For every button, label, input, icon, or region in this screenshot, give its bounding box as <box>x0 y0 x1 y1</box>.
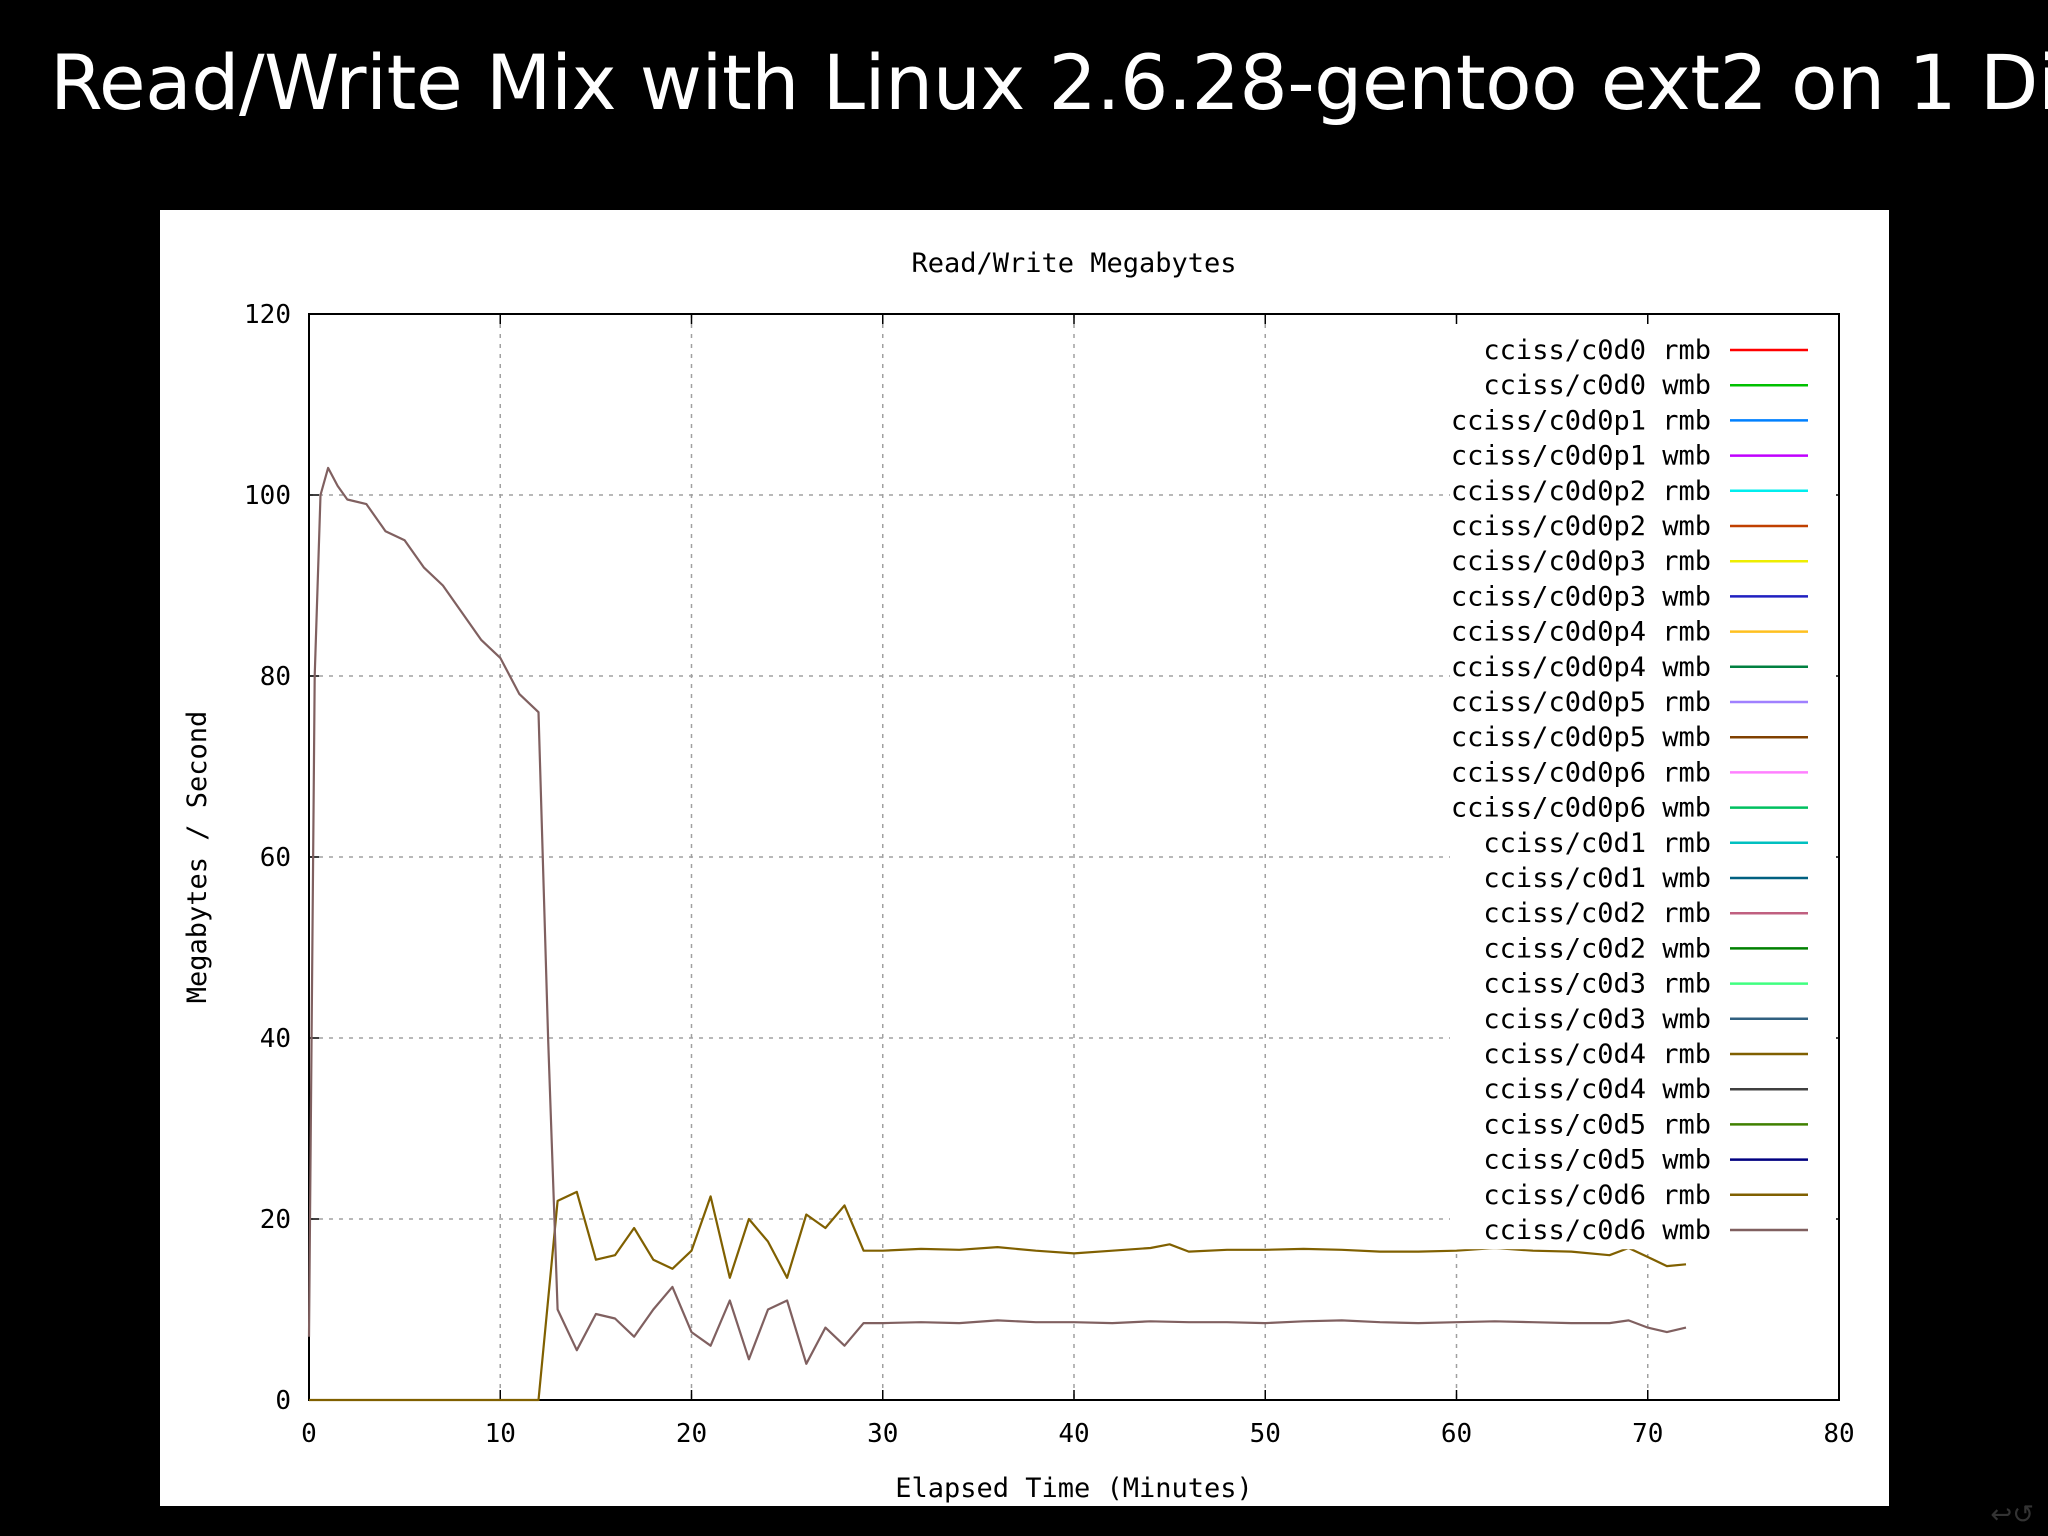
legend-label: cciss/c0d0p3 rmb <box>1451 546 1711 577</box>
legend-label: cciss/c0d0p5 rmb <box>1451 687 1711 718</box>
legend: cciss/c0d0 rmb cciss/c0d0 wmb cciss/c0d0p1… <box>1450 324 1836 1250</box>
y-tick-label: 60 <box>260 843 291 873</box>
legend-label: cciss/c0d0p3 wmb <box>1451 581 1711 612</box>
x-tick-label: 60 <box>1441 1419 1472 1449</box>
x-tick-label: 10 <box>485 1419 516 1449</box>
x-tick-label: 30 <box>867 1419 898 1449</box>
legend-label: cciss/c0d2 rmb <box>1483 898 1711 929</box>
legend-label: cciss/c0d2 wmb <box>1483 933 1711 964</box>
legend-label: cciss/c0d0p6 rmb <box>1451 757 1711 788</box>
y-tick-label: 20 <box>260 1205 291 1235</box>
legend-label: cciss/c0d0p4 wmb <box>1451 652 1711 683</box>
legend-label: cciss/c0d0p2 rmb <box>1451 476 1711 507</box>
legend-label: cciss/c0d4 wmb <box>1483 1074 1711 1105</box>
legend-label: cciss/c0d0p1 rmb <box>1451 405 1711 436</box>
series-line <box>307 466 1687 1365</box>
tick-layer: 0 10 20 30 40 50 60 70 80 0 20 40 60 80 100 120 <box>244 300 1855 1449</box>
chart-svg: 0 10 20 30 40 50 60 70 80 0 20 40 60 80 100 120 cciss/c… <box>182 248 1855 1504</box>
y-tick-label: 100 <box>244 481 291 511</box>
x-tick-label: 70 <box>1632 1419 1663 1449</box>
legend-label: cciss/c0d0 wmb <box>1483 370 1711 401</box>
x-tick-label: 50 <box>1250 1419 1281 1449</box>
series-line <box>309 1190 1687 1402</box>
legend-label: cciss/c0d3 wmb <box>1483 1004 1711 1035</box>
legend-background <box>1450 324 1836 1250</box>
chart-title: Read/Write Megabytes <box>911 248 1236 279</box>
legend-label: cciss/c0d6 wmb <box>1483 1215 1711 1246</box>
y-tick-label: 40 <box>260 1024 291 1054</box>
x-axis-label: Elapsed Time (Minutes) <box>895 1473 1253 1504</box>
legend-label: cciss/c0d0p4 rmb <box>1451 617 1711 648</box>
legend-label: cciss/c0d6 rmb <box>1483 1180 1711 1211</box>
legend-label: cciss/c0d3 rmb <box>1483 969 1711 1000</box>
y-tick-label: 120 <box>244 300 291 330</box>
legend-label: cciss/c0d0p5 wmb <box>1451 722 1711 753</box>
legend-label: cciss/c0d4 rmb <box>1483 1039 1711 1070</box>
x-tick-label: 20 <box>676 1419 707 1449</box>
chart-panel: 0 10 20 30 40 50 60 70 80 0 20 40 60 80 100 120 cciss/c… <box>160 210 1889 1506</box>
legend-label: cciss/c0d1 rmb <box>1483 828 1711 859</box>
legend-label: cciss/c0d1 wmb <box>1483 863 1711 894</box>
legend-label: cciss/c0d0p6 wmb <box>1451 793 1711 824</box>
legend-label: cciss/c0d0p1 wmb <box>1451 441 1711 472</box>
y-axis-label: Megabytes / Second <box>182 711 213 1004</box>
y-tick-label: 0 <box>275 1386 291 1416</box>
legend-label: cciss/c0d0 rmb <box>1483 335 1711 366</box>
legend-label: cciss/c0d5 rmb <box>1483 1109 1711 1140</box>
slide-nav-icon[interactable]: ↩↺ <box>1990 1500 2034 1530</box>
x-tick-label: 80 <box>1823 1419 1854 1449</box>
series-layer <box>307 466 1687 1402</box>
slide-title: Read/Write Mix with Linux 2.6.28-gentoo … <box>50 38 2048 127</box>
legend-label: cciss/c0d0p2 wmb <box>1451 511 1711 542</box>
x-tick-label: 0 <box>301 1419 317 1449</box>
y-tick-label: 80 <box>260 662 291 692</box>
x-tick-label: 40 <box>1058 1419 1089 1449</box>
legend-label: cciss/c0d5 wmb <box>1483 1145 1711 1176</box>
